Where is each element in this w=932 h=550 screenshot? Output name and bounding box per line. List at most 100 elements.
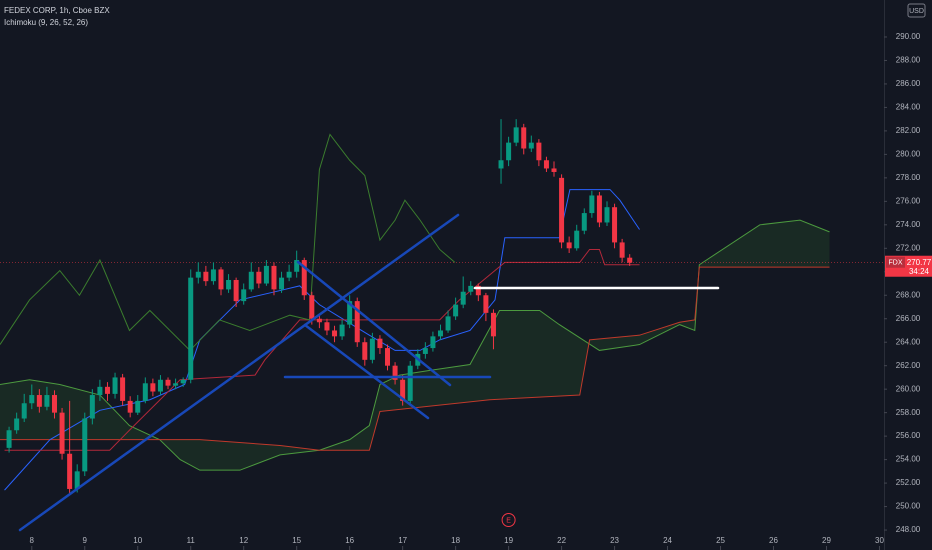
indicator-line	[0, 133, 456, 352]
countdown-label: 34:24	[909, 267, 930, 276]
y-tick-label: 274.00	[896, 220, 921, 229]
candle-body	[286, 271, 292, 278]
x-tick-label: 18	[451, 536, 460, 545]
drawings	[18, 213, 720, 532]
x-tick-label: 30	[875, 536, 884, 545]
candle-body	[97, 386, 103, 396]
candle-body	[513, 127, 519, 143]
candle-body	[89, 395, 95, 419]
candle-body	[566, 242, 572, 249]
candle-body	[460, 291, 466, 305]
x-tick-label: 16	[345, 536, 354, 545]
candle-body	[127, 400, 133, 413]
candle-body	[195, 271, 201, 278]
event-label: E	[506, 517, 511, 524]
candle-body	[392, 365, 398, 380]
candle-body	[354, 301, 360, 343]
candle-body	[44, 395, 50, 407]
candle-body	[551, 168, 557, 172]
candle-body	[14, 418, 20, 431]
candle-body	[67, 453, 73, 489]
x-tick-label: 19	[504, 536, 513, 545]
candle-body	[233, 279, 239, 302]
cloud-fill	[0, 220, 830, 471]
candle-body	[490, 312, 496, 337]
candle-body	[574, 230, 580, 249]
x-tick-label: 23	[610, 536, 619, 545]
x-tick-label: 10	[133, 536, 142, 545]
candle-body	[589, 195, 595, 214]
y-tick-label: 256.00	[896, 431, 921, 440]
candle-body	[188, 277, 194, 380]
chart-title: FEDEX CORP, 1h, Cboe BZX	[4, 6, 110, 15]
candle-body	[120, 377, 126, 401]
candle-body	[135, 400, 141, 413]
price-label-box	[885, 255, 932, 277]
candle-body	[521, 127, 527, 149]
candle-body	[218, 269, 224, 290]
candle-body	[59, 412, 65, 454]
candle-body	[142, 383, 148, 401]
candle-body	[6, 430, 12, 448]
candle-body	[279, 277, 285, 290]
currency[interactable]: USD	[909, 8, 924, 15]
candle-body	[226, 279, 232, 290]
y-tick-label: 290.00	[896, 32, 921, 41]
candle-body	[173, 383, 179, 386]
trend-line	[296, 260, 452, 387]
y-tick-label: 272.00	[896, 243, 921, 252]
candle-body	[21, 403, 27, 419]
y-tick-label: 280.00	[896, 149, 921, 158]
candle-body	[543, 160, 549, 169]
candle-body	[74, 471, 80, 489]
y-tick-label: 262.00	[896, 361, 921, 370]
candle-body	[339, 324, 345, 337]
candle-body	[468, 285, 474, 292]
y-tick-label: 258.00	[896, 408, 921, 417]
candle-body	[627, 257, 633, 263]
x-tick-label: 17	[398, 536, 407, 545]
candle-body	[301, 260, 307, 296]
x-tick-label: 24	[663, 536, 672, 545]
candle-body	[362, 342, 368, 360]
x-tick-label: 11	[187, 536, 196, 545]
candle-body	[559, 177, 565, 243]
candle-body	[377, 338, 383, 349]
candle-body	[104, 386, 110, 394]
candle-body	[596, 195, 602, 223]
candle-body	[294, 260, 300, 272]
cloud-line	[0, 266, 830, 451]
y-tick-label: 254.00	[896, 455, 921, 464]
candle-body	[82, 418, 88, 472]
y-tick-label: 286.00	[896, 79, 921, 88]
candle-body	[581, 213, 587, 231]
candle-body	[51, 395, 57, 413]
candle-body	[612, 207, 618, 243]
y-tick-label: 288.00	[896, 56, 921, 65]
x-tick-label: 12	[239, 536, 248, 545]
candle-body	[369, 338, 375, 360]
y-tick-label: 248.00	[896, 525, 921, 534]
candle-body	[385, 348, 391, 366]
candle-body	[210, 269, 216, 282]
candle-body	[437, 330, 443, 337]
y-tick-label: 282.00	[896, 126, 921, 135]
candle-body	[36, 395, 42, 407]
trend-line	[18, 213, 460, 532]
y-tick-label: 284.00	[896, 103, 921, 112]
candle-body	[332, 330, 338, 337]
candle-body	[430, 336, 436, 349]
candle-body	[241, 289, 247, 302]
x-tick-label: 25	[716, 536, 725, 545]
candle-body	[29, 395, 35, 404]
candle-body	[528, 142, 534, 149]
x-tick-label: 22	[557, 536, 566, 545]
event-marker	[501, 513, 516, 527]
candle-body	[483, 295, 489, 313]
currency-box[interactable]	[907, 3, 926, 18]
indicator-title: Ichimoku (9, 26, 52, 26)	[4, 18, 88, 27]
x-tick-label: 29	[822, 536, 831, 545]
